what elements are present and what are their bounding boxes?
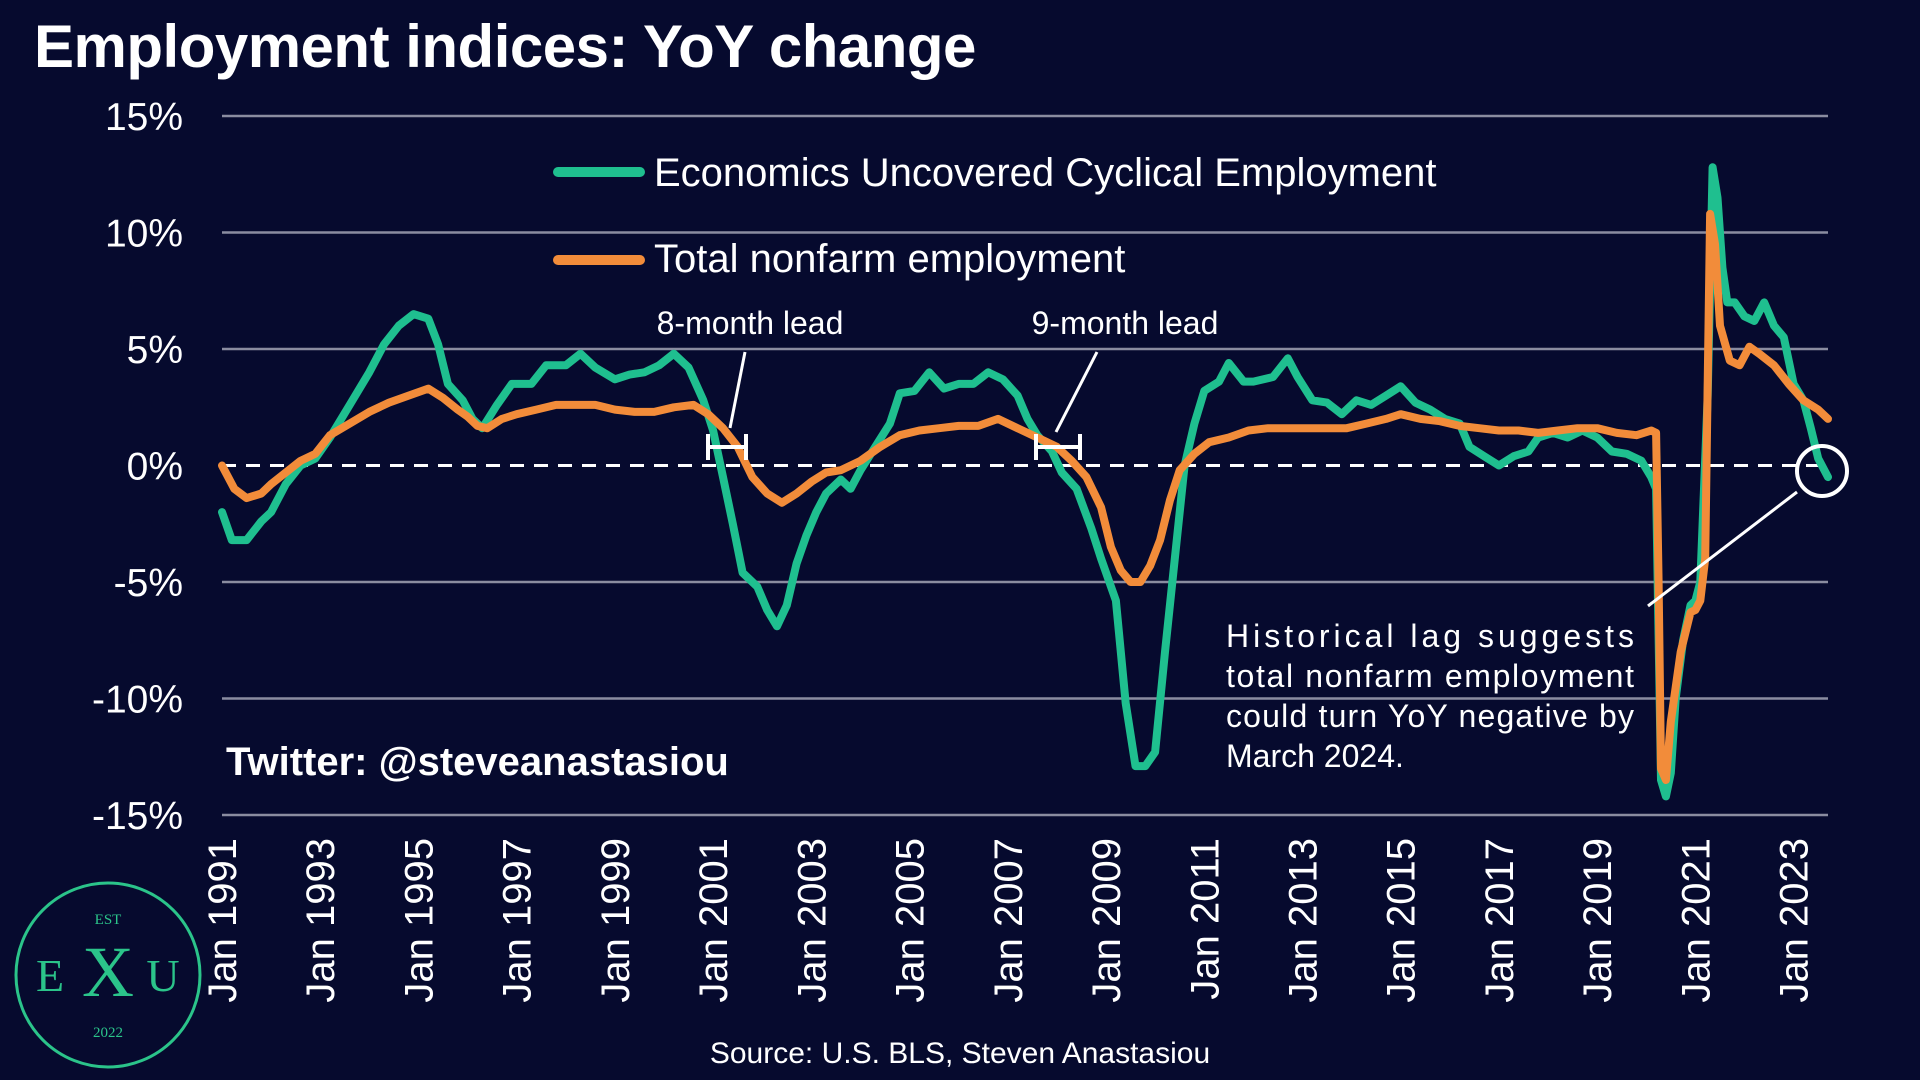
chart-title: Employment indices: YoY change (34, 13, 976, 80)
lead-annotation-2: 9-month lead (1032, 305, 1219, 460)
x-tick-label: Jan 1997 (496, 838, 540, 1003)
x-tick-label: Jan 2021 (1674, 838, 1718, 1003)
x-tick-label: Jan 1999 (594, 838, 638, 1003)
y-tick-label: 15% (105, 96, 183, 139)
x-tick-label: Jan 2019 (1576, 838, 1620, 1003)
y-tick-label: -10% (92, 679, 183, 722)
x-tick-label: Jan 2009 (1085, 838, 1129, 1003)
y-tick-label: 0% (127, 446, 183, 489)
x-axis-ticks: Jan 1991 Jan 1993 Jan 1995 Jan 1997 Jan 1999… (201, 838, 1817, 1003)
highlight-circle (1795, 444, 1849, 498)
x-tick-label: Jan 1995 (397, 838, 441, 1003)
x-tick-label: Jan 2013 (1281, 838, 1325, 1003)
x-tick-label: Jan 2001 (692, 838, 736, 1003)
logo-ring (14, 881, 202, 1069)
series-line-nonfarm (218, 209, 1832, 784)
y-tick-label: 5% (127, 329, 183, 372)
x-tick-label: Jan 2005 (889, 838, 933, 1003)
y-tick-label: -15% (92, 795, 183, 838)
x-tick-label: Jan 2015 (1380, 838, 1424, 1003)
x-tick-label: Jan 2017 (1478, 838, 1522, 1003)
legend: Economics Uncovered Cyclical Employment … (553, 151, 1437, 281)
y-tick-label: 10% (105, 213, 183, 256)
legend-label-cyclical: Economics Uncovered Cyclical Employment (654, 151, 1437, 195)
note-pointer (1647, 490, 1798, 608)
x-tick-label: Jan 2011 (1183, 838, 1227, 1000)
logo-est: EST (95, 912, 122, 928)
x-tick-label: Jan 1991 (201, 838, 245, 1003)
logo-year: 2022 (93, 1025, 123, 1041)
y-tick-label: -5% (114, 562, 183, 605)
series-lines (218, 163, 1832, 801)
lead-pointer-1 (728, 351, 747, 429)
x-tick-label: Jan 1993 (299, 838, 343, 1003)
source-note: Source: U.S. BLS, Steven Anastasiou (710, 1037, 1210, 1070)
note-line-3: could turn YoY negative by (1226, 698, 1634, 734)
forecast-note: Historical lag suggests total nonfarm em… (1226, 444, 1849, 774)
logo-letter-u: U (146, 950, 179, 1001)
grid-lines (222, 114, 1828, 817)
note-line-1: Historical lag suggests (1226, 618, 1634, 654)
x-tick-label: Jan 2003 (790, 838, 834, 1003)
lead-pointer-2 (1054, 351, 1099, 433)
x-tick-label: Jan 2007 (987, 838, 1031, 1003)
logo-letter-x: X (82, 932, 134, 1012)
note-line-2: total nonfarm employment (1226, 658, 1634, 694)
y-axis-ticks: 15% 10% 5% 0% -5% -10% -15% (92, 96, 183, 838)
lead-label-1: 8-month lead (657, 305, 844, 341)
logo-letter-e: E (36, 950, 64, 1001)
eu-logo: EST E X U 2022 (14, 881, 202, 1069)
x-tick-label: Jan 2023 (1773, 838, 1817, 1003)
note-line-4: March 2024. (1226, 738, 1404, 774)
lead-annotation-1: 8-month lead (657, 305, 844, 460)
series-line-cyclical (218, 163, 1832, 801)
legend-label-nonfarm: Total nonfarm employment (654, 237, 1125, 281)
twitter-handle: Twitter: @steveanastasiou (226, 740, 729, 784)
lead-label-2: 9-month lead (1032, 305, 1219, 341)
